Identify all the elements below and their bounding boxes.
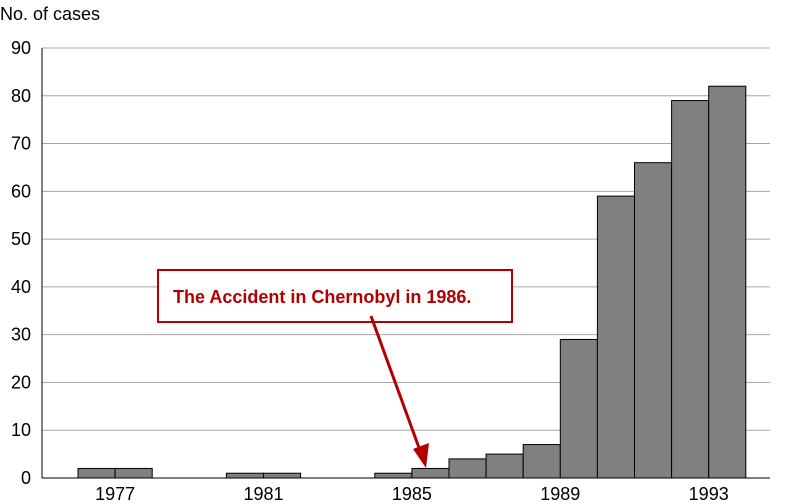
bar-1988 — [485, 453, 524, 479]
x-tick-label: 1985 — [392, 484, 432, 504]
x-tick-label: 1981 — [243, 484, 283, 504]
bar-1977 — [77, 467, 116, 479]
annotation-arrowhead — [413, 443, 429, 468]
bar-1981 — [225, 472, 264, 479]
x-tick-label: 1977 — [95, 484, 135, 504]
bar-1990 — [559, 338, 598, 479]
x-tick-label: 1989 — [540, 484, 580, 504]
y-tick-labels: 0 10 20 30 40 50 60 70 80 90 — [11, 38, 31, 488]
bar-1992 — [634, 162, 673, 479]
bar-1987 — [448, 458, 487, 479]
bar-1991 — [596, 195, 636, 479]
y-tick-label: 20 — [11, 372, 31, 392]
bar-1978 — [114, 467, 153, 479]
bar-1985 — [374, 472, 413, 479]
y-tick-label: 60 — [11, 181, 31, 201]
y-tick-label: 80 — [11, 86, 31, 106]
annotation-arrow-line — [369, 315, 424, 457]
y-axis-label: No. of cases — [0, 4, 100, 24]
annotation: The Accident in Chernobyl in 1986. — [157, 269, 513, 468]
bar-1989 — [522, 444, 561, 479]
y-tick-label: 50 — [11, 229, 31, 249]
y-tick-label: 10 — [11, 420, 31, 440]
y-tick-label: 40 — [11, 277, 31, 297]
y-tick-label: 90 — [11, 38, 31, 58]
bar-1993 — [671, 100, 710, 479]
bar-1994 — [708, 85, 747, 479]
y-tick-label: 0 — [21, 468, 31, 488]
bar-1986 — [411, 467, 450, 479]
y-tick-label: 30 — [11, 325, 31, 345]
x-tick-label: 1993 — [689, 484, 729, 504]
x-tick-labels: 1977 1981 1985 1989 1993 — [95, 484, 729, 504]
annotation-text: The Accident in Chernobyl in 1986. — [173, 287, 471, 307]
annotation-box — [157, 269, 513, 323]
bar-1982 — [263, 472, 302, 479]
bars — [77, 85, 747, 479]
y-tick-label: 70 — [11, 134, 31, 154]
